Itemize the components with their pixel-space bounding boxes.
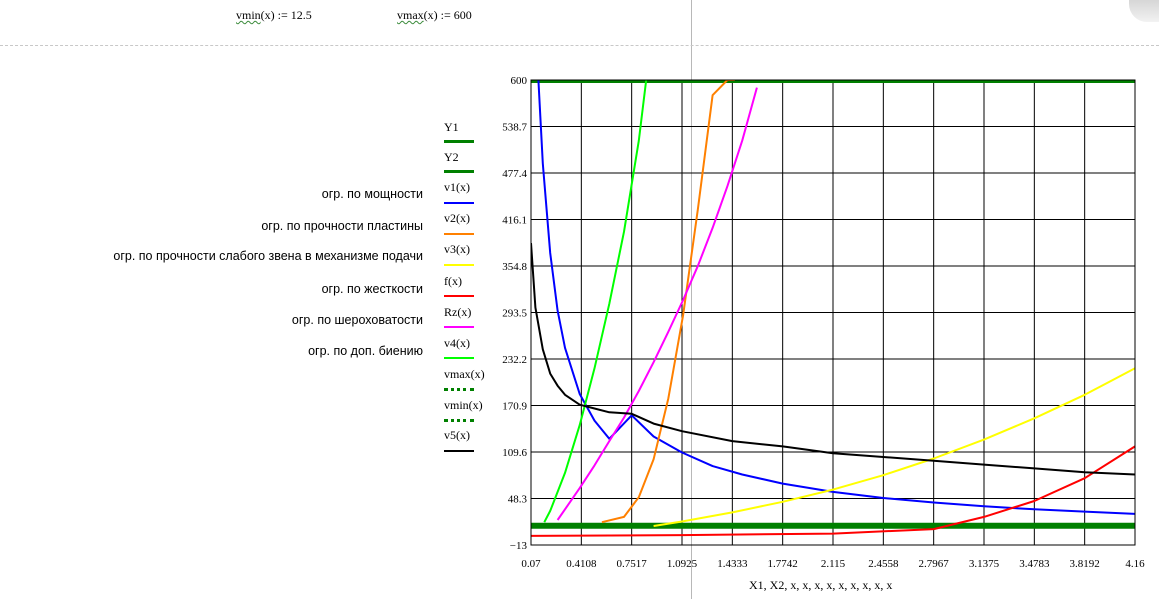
label-rigidity-limit: огр. по жесткости — [321, 282, 423, 296]
y-tick-label: 48.3 — [508, 494, 528, 506]
legend-v5-line — [444, 450, 474, 452]
window-corner — [1129, 0, 1159, 22]
series-rzx — [556, 87, 758, 521]
series-v1x — [537, 80, 1135, 515]
vmin-expr: (x) := 12.5 — [260, 8, 312, 22]
legend-vmax-line — [444, 388, 474, 391]
series-v4x — [543, 80, 648, 523]
x-tick-label: 1.4333 — [717, 558, 748, 570]
x-tick-label: 4.16 — [1125, 558, 1145, 570]
y-tick-label: −13 — [510, 540, 528, 552]
plot-frame — [530, 79, 1136, 546]
x-tick-label: 2.4558 — [868, 558, 899, 570]
legend-y2-line — [444, 170, 474, 173]
legend-v2-line — [444, 233, 474, 235]
series-v5x — [531, 243, 1135, 476]
legend-v1-line — [444, 202, 474, 204]
vmin-name: vmin — [236, 8, 261, 22]
vmax-name: vmax — [397, 8, 424, 22]
label-plate-strength-limit: огр. по прочности пластины — [261, 219, 423, 233]
legend-y2: Y2 — [444, 150, 459, 164]
label-power-limit: огр. по мощности — [321, 187, 423, 201]
legend-y1-line — [444, 140, 474, 143]
legend-vmin: vmin(x) — [444, 398, 483, 412]
legend-v4: v4(x) — [444, 336, 470, 350]
y-tick-label: 293.5 — [502, 308, 527, 320]
x-axis-title: X1, X2, x, x, x, x, x, x, x, x, x — [749, 578, 893, 592]
series-fx — [531, 445, 1135, 537]
x-tick-label: 3.4783 — [1019, 558, 1050, 570]
legend-vmin-line — [444, 419, 474, 422]
legend-v1: v1(x) — [444, 180, 470, 194]
label-roughness-limit: огр. по шероховатости — [291, 313, 423, 327]
y-tick-label: 109.6 — [502, 447, 527, 459]
legend-v2: v2(x) — [444, 211, 470, 225]
x-tick-label: 3.1375 — [969, 558, 1000, 570]
vmax-definition[interactable]: vmax(x) := 600 — [397, 8, 472, 23]
legend-v5: v5(x) — [444, 428, 470, 442]
label-runout-limit: огр. по доп. биению — [308, 344, 423, 358]
y-tick-label: 477.4 — [502, 168, 527, 180]
y-tick-label: 600 — [511, 75, 528, 87]
legend-rz-line — [444, 326, 474, 328]
legend-y1: Y1 — [444, 120, 459, 134]
legend-vmax: vmax(x) — [444, 367, 485, 381]
x-tick-label: 0.4108 — [566, 558, 597, 570]
legend-f-line — [444, 295, 474, 297]
x-tick-label: 1.7742 — [768, 558, 798, 570]
series-v2x — [601, 80, 735, 524]
x-tick-label: 2.7967 — [919, 558, 950, 570]
legend-v4-line — [444, 357, 474, 359]
legend-f: f(x) — [444, 274, 462, 288]
x-tick-label: 0.7517 — [617, 558, 648, 570]
x-tick-label: 1.0925 — [667, 558, 698, 570]
y-tick-label: 416.1 — [502, 215, 527, 227]
vmin-definition[interactable]: vmin(x) := 12.5 — [236, 8, 312, 23]
legend-rz: Rz(x) — [444, 305, 472, 319]
series-v3x — [653, 367, 1135, 527]
label-feed-mechanism-limit: огр. по прочности слабого звена в механи… — [113, 249, 423, 263]
y-tick-label: 170.9 — [502, 401, 527, 413]
x-tick-label: 2.115 — [821, 558, 846, 570]
legend-v3: v3(x) — [444, 242, 470, 256]
vmax-expr: (x) := 600 — [423, 8, 472, 22]
region-separator — [0, 45, 1159, 46]
y-tick-label: 354.8 — [502, 261, 527, 273]
y-tick-label: 232.2 — [502, 354, 527, 366]
y-tick-label: 538.7 — [502, 122, 527, 134]
x-tick-label: 3.8192 — [1070, 558, 1100, 570]
x-tick-label: 0.07 — [521, 558, 541, 570]
legend-v3-line — [444, 264, 474, 266]
editor-vertical-guide — [691, 0, 692, 599]
